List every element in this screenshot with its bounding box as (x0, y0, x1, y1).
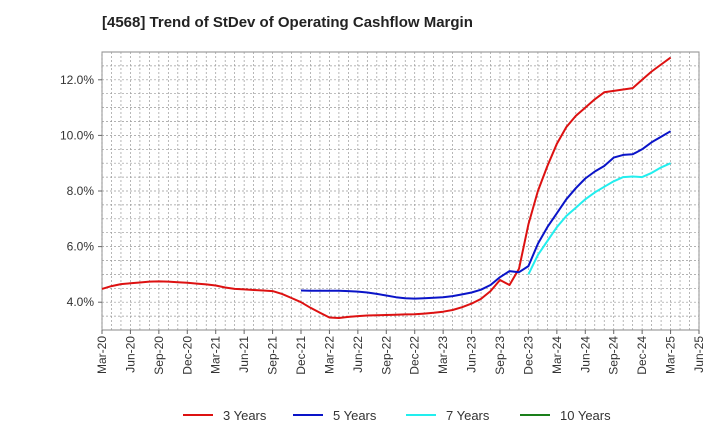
x-tick-label: Sep-21 (266, 336, 280, 375)
y-tick-label: 10.0% (60, 128, 94, 142)
x-tick-label: Dec-22 (408, 336, 422, 375)
x-tick-label: Mar-22 (322, 336, 336, 374)
legend-item-10-years: 10 Years (520, 408, 611, 423)
grid (101, 52, 700, 330)
x-tick-label: Jun-20 (123, 336, 137, 373)
x-tick-label: Jun-23 (465, 336, 479, 373)
x-tick-label: Dec-23 (521, 336, 535, 375)
x-axis: Mar-20 Jun-20 Sep-20 Dec-20 Mar-21 Jun-21 Sep-… (95, 330, 706, 375)
x-tick-label: Sep-24 (607, 336, 621, 375)
legend-label: 7 Years (446, 408, 490, 423)
legend-item-3-years: 3 Years (183, 408, 267, 423)
y-tick-label: 8.0% (67, 184, 95, 198)
legend-label: 3 Years (223, 408, 267, 423)
x-tick-label: Sep-22 (379, 336, 393, 375)
legend: 3 Years 5 Years 7 Years 10 Years (183, 408, 611, 423)
x-tick-label: Mar-24 (550, 336, 564, 374)
y-tick-label: 12.0% (60, 73, 94, 87)
y-tick-label: 6.0% (67, 240, 95, 254)
x-tick-label: Dec-20 (180, 336, 194, 375)
y-tick-label: 4.0% (67, 295, 95, 309)
series-lines (101, 56, 672, 319)
x-tick-label: Sep-23 (493, 336, 507, 375)
x-tick-label: Jun-24 (578, 336, 592, 373)
chart-title: [4568] Trend of StDev of Operating Cashf… (102, 14, 473, 31)
x-tick-label: Jun-22 (351, 336, 365, 373)
y-axis: 4.0% 6.0% 8.0% 10.0% 12.0% (60, 73, 102, 309)
x-tick-label: Mar-20 (95, 336, 109, 374)
series-line-7-years (527, 162, 672, 275)
x-tick-label: Jun-21 (237, 336, 251, 373)
legend-item-7-years: 7 Years (406, 408, 490, 423)
legend-label: 5 Years (333, 408, 377, 423)
x-tick-label: Dec-24 (635, 336, 649, 375)
x-tick-label: Mar-21 (209, 336, 223, 374)
x-tick-label: Dec-21 (294, 336, 308, 375)
x-tick-label: Sep-20 (152, 336, 166, 375)
legend-label: 10 Years (560, 408, 611, 423)
legend-item-5-years: 5 Years (293, 408, 377, 423)
series-line-5-years (300, 130, 672, 300)
x-tick-label: Mar-25 (664, 336, 678, 374)
x-tick-label: Jun-25 (692, 336, 706, 373)
series-line-3-years (101, 56, 672, 319)
x-tick-label: Mar-23 (436, 336, 450, 374)
